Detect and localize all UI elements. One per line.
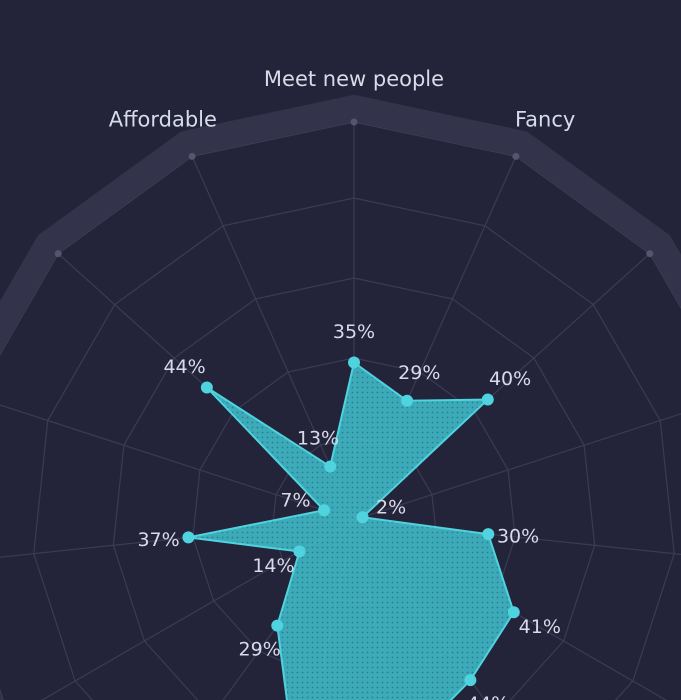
data-point <box>507 606 520 619</box>
value-label: 14% <box>252 555 294 577</box>
value-label: 41% <box>519 616 561 638</box>
axis-dot <box>54 250 62 258</box>
spoke <box>0 404 355 521</box>
value-label: 29% <box>398 362 440 384</box>
value-label: 13% <box>297 428 339 450</box>
axis-label: Affordable <box>109 108 217 132</box>
ring <box>112 277 596 700</box>
axis-label: Meet new people <box>264 67 444 91</box>
axis-dot <box>646 250 654 258</box>
data-point <box>481 393 494 406</box>
data-point <box>464 674 477 687</box>
value-label: 7% <box>280 489 310 511</box>
data-point <box>318 504 331 517</box>
value-label: 40% <box>489 368 531 390</box>
value-label: 44% <box>467 693 509 700</box>
axis-dot <box>512 152 520 160</box>
data-point <box>200 381 213 394</box>
data-point <box>293 545 306 558</box>
axis-label: Fancy <box>515 108 575 132</box>
radar-series <box>182 356 520 700</box>
data-point <box>401 394 414 407</box>
value-label: 35% <box>333 321 375 343</box>
value-label: 2% <box>376 496 406 518</box>
data-point <box>182 531 195 544</box>
value-label: 44% <box>163 356 205 378</box>
data-point <box>482 528 495 541</box>
data-point <box>356 511 369 524</box>
axis-dot <box>350 118 358 126</box>
data-point <box>348 356 360 369</box>
data-point <box>271 619 284 632</box>
value-label: 29% <box>239 638 281 660</box>
ring <box>33 197 675 700</box>
value-label: 30% <box>497 526 539 548</box>
spoke <box>191 156 355 521</box>
outer-band <box>0 94 681 700</box>
spoke <box>353 413 681 521</box>
axis-dot <box>188 152 196 160</box>
value-label: 37% <box>137 529 179 551</box>
labels: Meet new people Fancy Affordable 35% 29% 40% 2… <box>109 67 576 700</box>
series-area <box>188 360 515 700</box>
data-point <box>324 460 337 473</box>
ring <box>0 121 681 700</box>
